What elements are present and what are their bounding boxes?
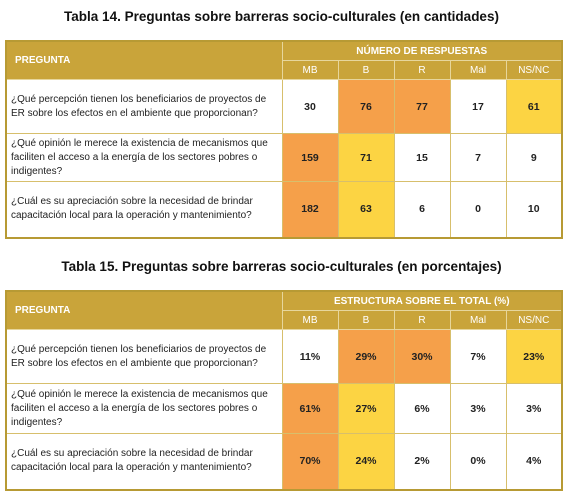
group-header: Número de Respuestas [281, 40, 563, 61]
column-header: MB [281, 60, 339, 80]
data-row: ¿Qué opinión le merece la existencia de … [5, 383, 563, 434]
value-cell: 27% [337, 383, 395, 434]
value-cell: 29% [337, 329, 395, 384]
column-header: Mal [449, 60, 507, 80]
value-cell: 3% [449, 383, 507, 434]
value-cell: 76 [337, 79, 395, 134]
column-header: R [393, 310, 451, 330]
value-cell: 6% [393, 383, 451, 434]
data-row: ¿Cuál es su apreciación sobre la necesid… [5, 433, 563, 490]
column-header: B [337, 60, 395, 80]
data-row: ¿Qué opinión le merece la existencia de … [5, 133, 563, 182]
question: ¿Cuál es su apreciación sobre la necesid… [5, 181, 283, 238]
table-block: Tabla 14. Preguntas sobre barreras socio… [0, 6, 563, 239]
value-cell: 0% [449, 433, 507, 490]
value-cell: 61 [505, 79, 563, 134]
value-cell: 7% [449, 329, 507, 384]
table-title: Tabla 14. Preguntas sobre barreras socio… [64, 9, 499, 24]
value-cell: 77 [393, 79, 451, 134]
spacer [0, 28, 563, 40]
value-cell: 24% [337, 433, 395, 490]
question: ¿Qué percepción tienen los beneficiarios… [5, 79, 283, 134]
value-cell: 159 [281, 133, 339, 182]
column-header: R [393, 60, 451, 80]
value-cell: 30% [393, 329, 451, 384]
question-header: Pregunta [5, 290, 283, 330]
group-header: Estructura sobre el total (%) [281, 290, 563, 311]
value-cell: 10 [505, 181, 563, 238]
value-cell: 30 [281, 79, 339, 134]
column-header: B [337, 310, 395, 330]
header-row: Pregunta Número de Respuestas [5, 40, 563, 80]
table: Pregunta Estructura sobre el total (%) MB B… [5, 290, 563, 491]
value-cell: 17 [449, 79, 507, 134]
question: ¿Qué opinión le merece la existencia de … [5, 133, 283, 182]
column-header: NS/NC [505, 310, 563, 330]
value-cell: 61% [281, 383, 339, 434]
table-title: Tabla 15. Preguntas sobre barreras socio… [61, 259, 502, 274]
question: ¿Qué percepción tienen los beneficiarios… [5, 329, 283, 384]
value-cell: 11% [281, 329, 339, 384]
data-row: ¿Qué percepción tienen los beneficiarios… [5, 329, 563, 384]
data-row: ¿Cuál es su apreciación sobre la necesid… [5, 181, 563, 238]
value-cell: 15 [393, 133, 451, 182]
value-cell: 7 [449, 133, 507, 182]
question: ¿Qué opinión le merece la existencia de … [5, 383, 283, 434]
value-cell: 3% [505, 383, 563, 434]
value-cell: 0 [449, 181, 507, 238]
value-cell: 23% [505, 329, 563, 384]
value-cell: 9 [505, 133, 563, 182]
value-cell: 70% [281, 433, 339, 490]
value-cell: 6 [393, 181, 451, 238]
table-block: Tabla 15. Preguntas sobre barreras socio… [0, 256, 563, 491]
column-header: NS/NC [505, 60, 563, 80]
spacer [0, 278, 563, 290]
question: ¿Cuál es su apreciación sobre la necesid… [5, 433, 283, 490]
header-row: Pregunta Estructura sobre el total (%) [5, 290, 563, 330]
table: Pregunta Número de Respuestas MB B R Mal NS/NC… [5, 40, 563, 239]
data-row: ¿Qué percepción tienen los beneficiarios… [5, 79, 563, 134]
question-header: Pregunta [5, 40, 283, 80]
value-cell: 63 [337, 181, 395, 238]
column-header: MB [281, 310, 339, 330]
value-cell: 182 [281, 181, 339, 238]
subheader-row: MB B R Mal NS/NC [6, 310, 563, 330]
value-cell: 71 [337, 133, 395, 182]
column-header: Mal [449, 310, 507, 330]
value-cell: 2% [393, 433, 451, 490]
value-cell: 4% [505, 433, 563, 490]
